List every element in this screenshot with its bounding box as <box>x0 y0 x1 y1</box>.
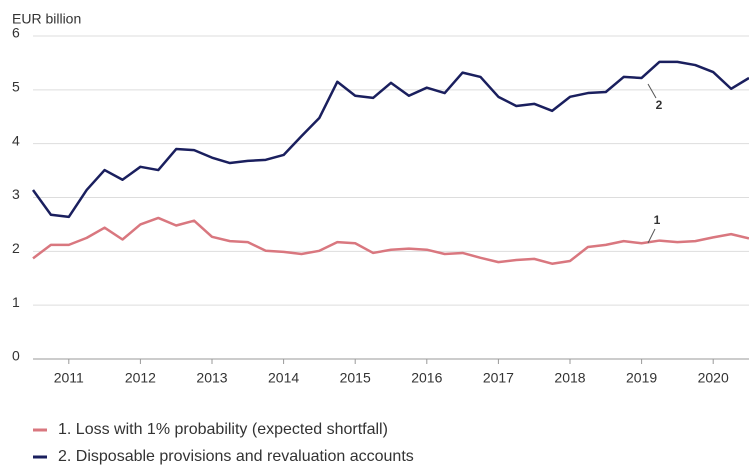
annotation: 2 <box>656 98 663 112</box>
y-tick-label: 1 <box>12 294 20 310</box>
x-tick-label: 2017 <box>483 370 514 386</box>
legend-label: 2. Disposable provisions and revaluation… <box>58 448 414 465</box>
x-tick-label: 2020 <box>698 370 729 386</box>
y-tick-label: 5 <box>12 79 20 95</box>
series-line <box>31 60 749 219</box>
x-tick-label: 2016 <box>411 370 442 386</box>
series-line <box>32 216 749 265</box>
x-tick-label: 2014 <box>268 370 299 386</box>
y-axis-label: EUR billion <box>12 11 81 27</box>
annotation-leader <box>647 83 657 99</box>
x-tick-label: 2013 <box>196 370 227 386</box>
x-tick-label: 2012 <box>125 370 156 386</box>
annotation-leader <box>647 228 656 244</box>
y-tick-label: 0 <box>12 348 20 364</box>
x-tick-label: 2011 <box>54 370 84 386</box>
y-tick-label: 6 <box>12 25 20 41</box>
annotation: 1 <box>654 213 661 227</box>
x-tick-label: 2015 <box>340 370 371 386</box>
y-tick-label: 3 <box>12 186 20 202</box>
y-tick-label: 4 <box>12 132 20 148</box>
x-tick-label: 2019 <box>626 370 657 386</box>
y-tick-label: 2 <box>12 240 20 256</box>
legend-label: 1. Loss with 1% probability (expected sh… <box>58 421 388 438</box>
x-tick-label: 2018 <box>554 370 585 386</box>
